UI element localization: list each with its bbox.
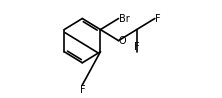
- Text: Br: Br: [119, 14, 129, 24]
- Text: F: F: [79, 85, 85, 95]
- Text: F: F: [134, 42, 139, 52]
- Text: O: O: [119, 36, 126, 46]
- Text: F: F: [155, 14, 161, 24]
